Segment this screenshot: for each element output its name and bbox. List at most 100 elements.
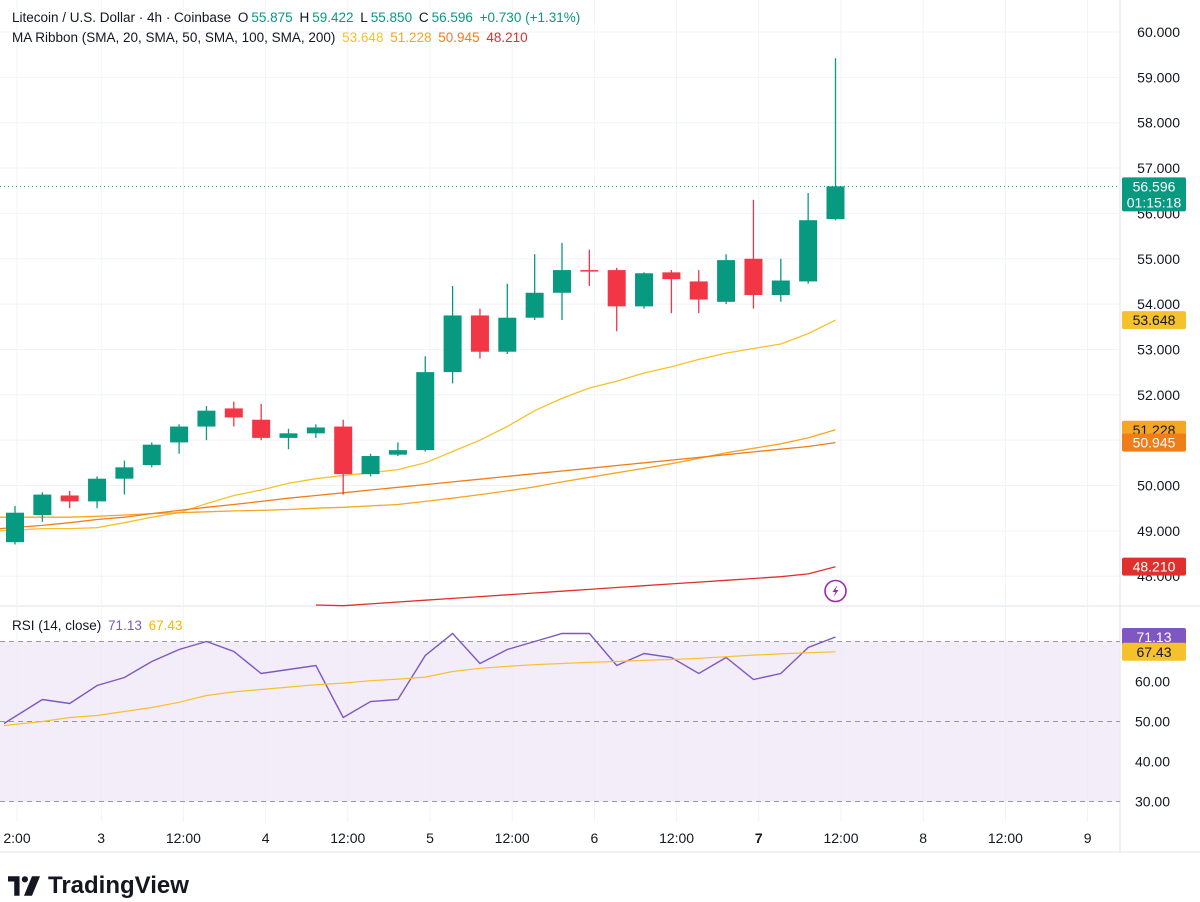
candle [252,403,271,441]
rsi-tick-label: 60.00 [1135,674,1170,690]
lightning-icon [832,585,839,597]
candle-body [142,444,161,466]
candle [553,242,571,320]
rsi-badge: 71.13 [1122,627,1186,646]
candle [635,272,654,309]
time-tick-label: 8 [919,830,927,846]
close-label: C [418,10,429,25]
candle-body [553,270,571,293]
sma100-value: 50.945 [438,30,480,45]
candle-body [306,427,325,434]
candle [580,249,599,286]
sma200-badge-bg [1122,557,1186,576]
low-label: L [360,10,368,25]
tradingview-logo[interactable]: TradingView [8,872,189,900]
sma20-value: 53.648 [342,30,384,45]
rsi-ma-badge-bg [1122,642,1186,661]
rsi-ma-badge-text: 67.43 [1136,644,1171,660]
candle-body [498,317,517,352]
low-value: 55.850 [370,10,413,25]
price-tick-label: 55.000 [1137,251,1180,267]
candle [771,258,790,302]
symbol-legend: Litecoin / U.S. Dollar · 4h · Coinbase O… [12,10,583,25]
candle-body [197,410,216,427]
candle-body [771,280,790,296]
candle-body [388,450,407,455]
time-tick-label: 12:00 [659,830,694,846]
last-price-badge-bg [1122,177,1186,212]
sma200-badge: 48.210 [1122,557,1186,576]
candle-body [6,512,24,543]
time-tick-label: 12:00 [166,830,201,846]
candle-body [580,270,599,272]
candle-body [60,495,79,502]
rsi-tick-label: 30.00 [1135,794,1170,810]
rsi-ma-value: 67.43 [148,618,183,633]
rsi-ma-badge: 67.43 [1122,642,1186,661]
candle-body [334,426,353,475]
ma-line-sma100 [0,441,836,530]
ma-ribbon-legend[interactable]: MA Ribbon (SMA, 20, SMA, 50, SMA, 100, S… [12,30,531,45]
price-tick-label: 49.000 [1137,523,1180,539]
symbol-title: Litecoin / U.S. Dollar · 4h · Coinbase [12,10,232,25]
rsi-legend[interactable]: RSI (14, close) 71.13 67.43 [12,618,185,633]
rsi-value: 71.13 [108,618,142,633]
sma20-badge: 53.648 [1122,311,1186,330]
candle [470,308,489,359]
sma20-badge-text: 53.648 [1133,312,1176,328]
high-value: 59.422 [312,10,354,25]
candle [60,490,79,509]
candle-body [689,281,708,300]
candle [662,270,681,314]
candle [744,199,763,309]
candle-body [279,433,298,438]
time-tick-label: 3 [97,830,105,846]
time-tick-label: 12:00 [988,830,1023,846]
candle-body [607,270,626,307]
time-tick-label: 12:00 [823,830,858,846]
sma50-value: 51.228 [390,30,432,45]
candle-body [744,258,763,296]
time-tick-label: 2:00 [3,830,30,846]
price-tick-label: 54.000 [1137,296,1180,312]
candle-body [361,456,380,475]
candle-body [33,494,52,515]
time-tick-label: 12:00 [495,830,530,846]
candle-body [826,186,845,220]
time-tick-label: 7 [755,830,763,846]
candle [443,285,462,384]
sma200-badge-text: 48.210 [1133,559,1176,575]
tradingview-logo-icon [8,876,40,896]
time-tick-label: 5 [426,830,434,846]
time-tick-label: 6 [591,830,599,846]
candle-body [115,467,134,479]
candle [388,442,407,457]
candle [33,492,52,522]
price-tick-label: 58.000 [1137,115,1180,131]
candle-body [443,315,462,373]
rsi-tick-label: 50.00 [1135,714,1170,730]
price-tick-label: 57.000 [1137,160,1180,176]
open-label: O [237,10,249,25]
candle [525,254,544,320]
change-value: +0.730 (+1.31%) [479,10,581,25]
ma-line-sma200 [315,566,836,607]
rsi-line [3,632,836,725]
candle [334,419,353,495]
last-price-badge-text: 01:15:18 [1127,194,1182,210]
candle-body [252,419,271,438]
rsi-tick-label: 40.00 [1135,754,1170,770]
ma-ribbon-label: MA Ribbon (SMA, 20, SMA, 50, SMA, 100, S… [12,30,336,45]
candle [224,401,243,427]
candle [306,424,325,438]
candle [197,406,216,441]
rsi-label: RSI (14, close) [12,618,102,633]
high-label: H [299,10,310,25]
rsi-badge-bg [1122,627,1186,646]
candle [416,356,435,452]
rsi-badge-text: 71.13 [1136,629,1171,645]
time-tick-label: 9 [1084,830,1092,846]
sma20-badge-bg [1122,311,1186,330]
